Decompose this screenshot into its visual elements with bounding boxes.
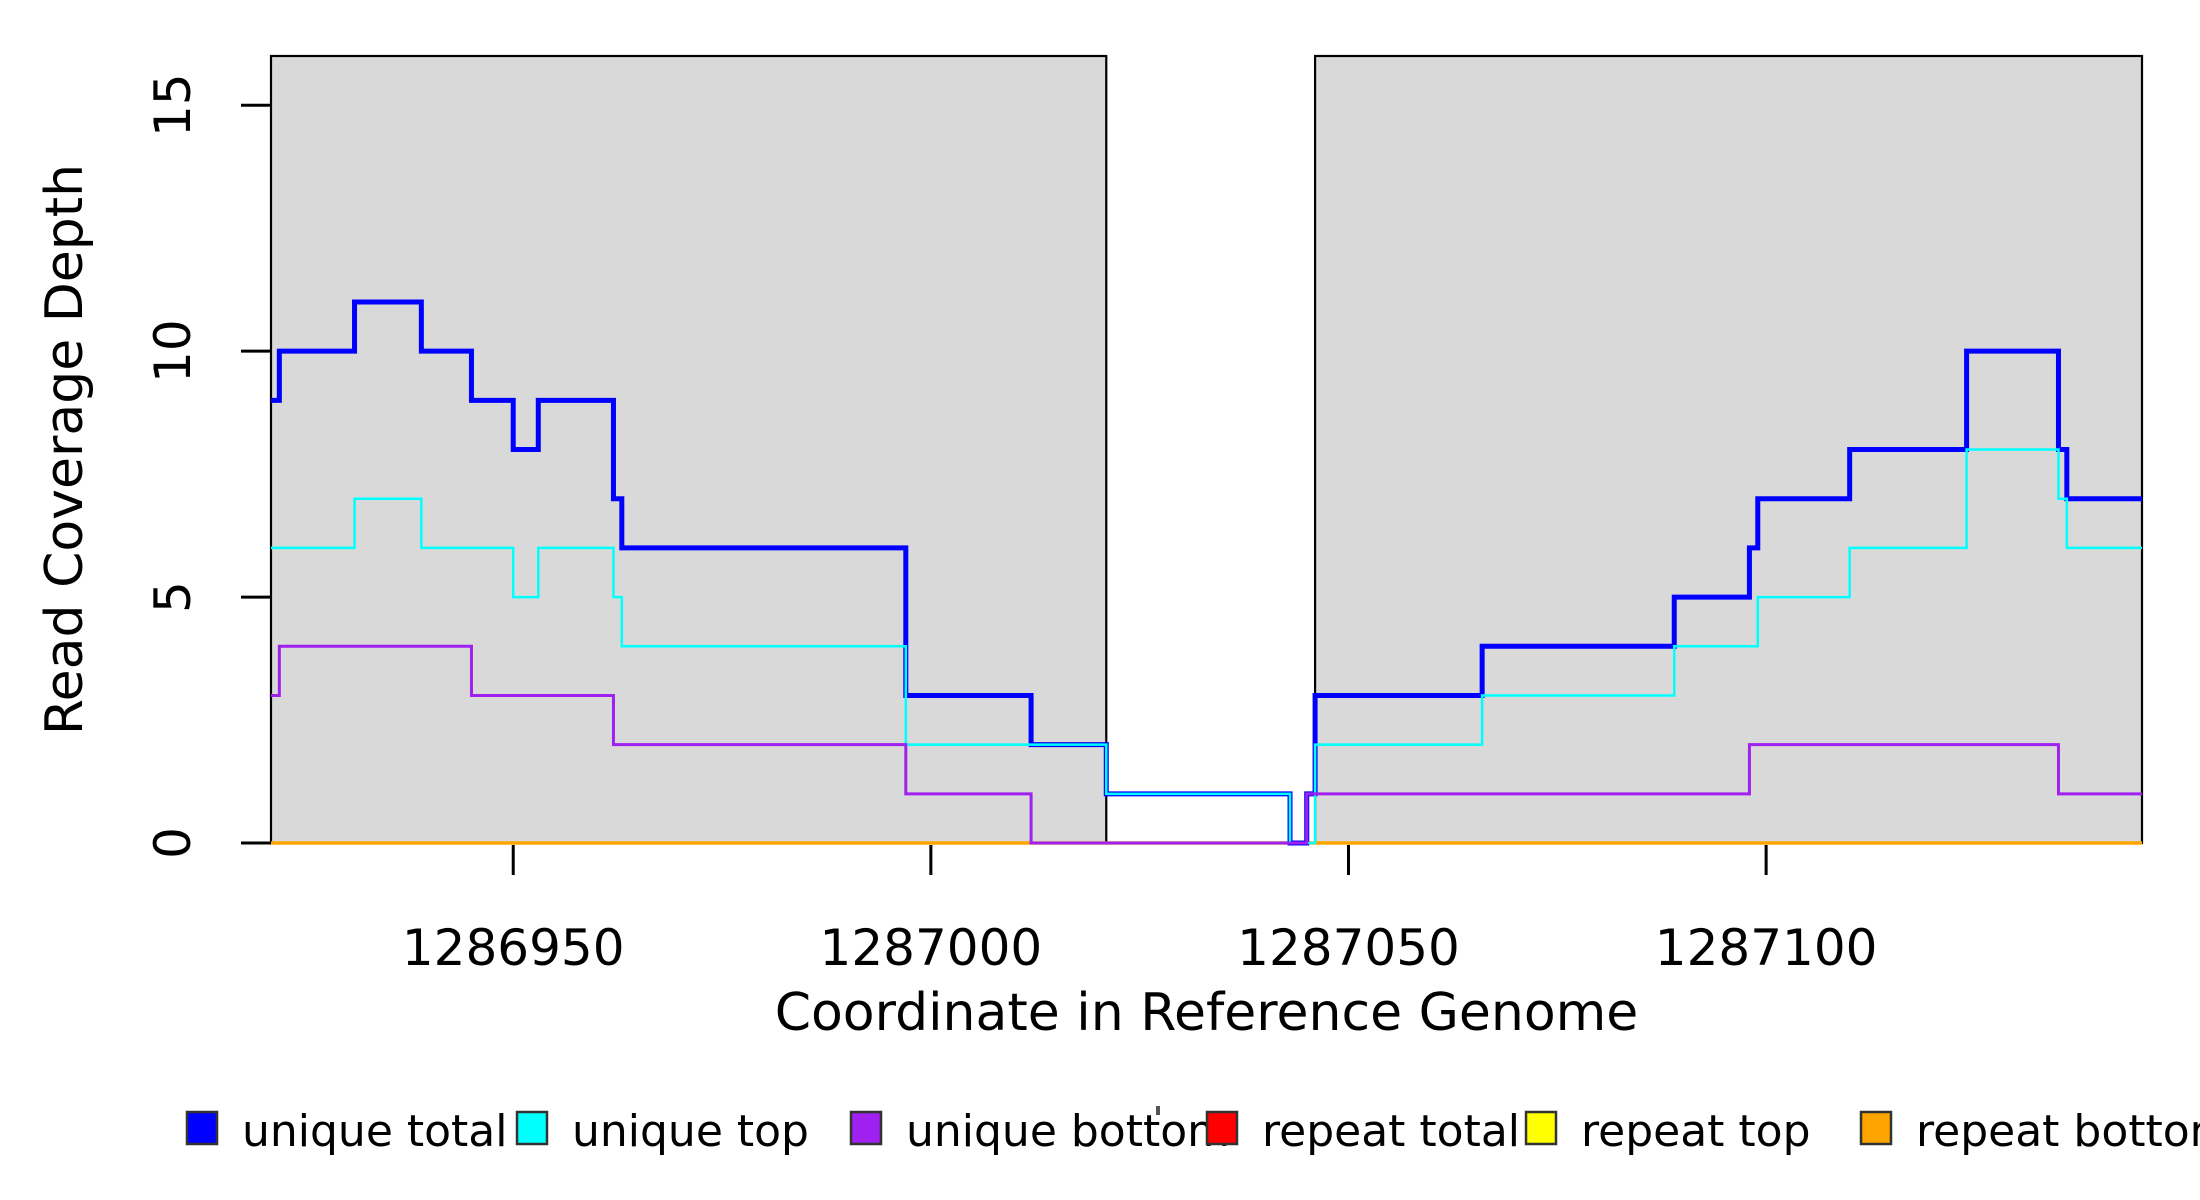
y-tick-label: 5 (144, 581, 202, 613)
y-axis-title: Read Coverage Depth (35, 164, 95, 735)
x-tick-label: 1287100 (1655, 919, 1878, 977)
legend-label-unique-top: unique top (572, 1106, 809, 1157)
series-unique-top-line (271, 448, 2142, 845)
y-tick-label: 15 (144, 73, 202, 137)
legend-label-unique-total: unique total (242, 1106, 507, 1157)
x-axis-title: Coordinate in Reference Genome (775, 983, 1639, 1043)
legend-swatch-repeat-total (1205, 1110, 1239, 1146)
legend: unique total unique top unique bottom repea… (185, 1106, 2200, 1157)
x-tick-label: 1287050 (1237, 919, 1460, 977)
legend-swatch-unique-total (185, 1110, 219, 1146)
legend-label-unique-bottom: unique bottom (906, 1106, 1230, 1157)
y-tick-label: 0 (144, 827, 202, 859)
x-tick-label: 1287000 (820, 919, 1043, 977)
x-tick-label: 1286950 (402, 919, 625, 977)
series-unique-bottom-line (271, 644, 2142, 845)
legend-label-repeat-top: repeat top (1581, 1106, 1811, 1157)
legend-label-repeat-total: repeat total (1262, 1106, 1520, 1157)
y-tick-label: 10 (144, 319, 202, 383)
legend-swatch-repeat-bottom (1859, 1110, 1893, 1146)
legend-label-repeat-bottom: repeat bottom (1916, 1106, 2200, 1157)
legend-swatch-unique-bottom (849, 1110, 883, 1146)
shaded-region (269, 54, 1108, 845)
legend-swatch-unique-top (515, 1110, 549, 1146)
legend-swatch-repeat-top (1524, 1110, 1558, 1146)
stray-mark (1156, 1106, 1160, 1115)
